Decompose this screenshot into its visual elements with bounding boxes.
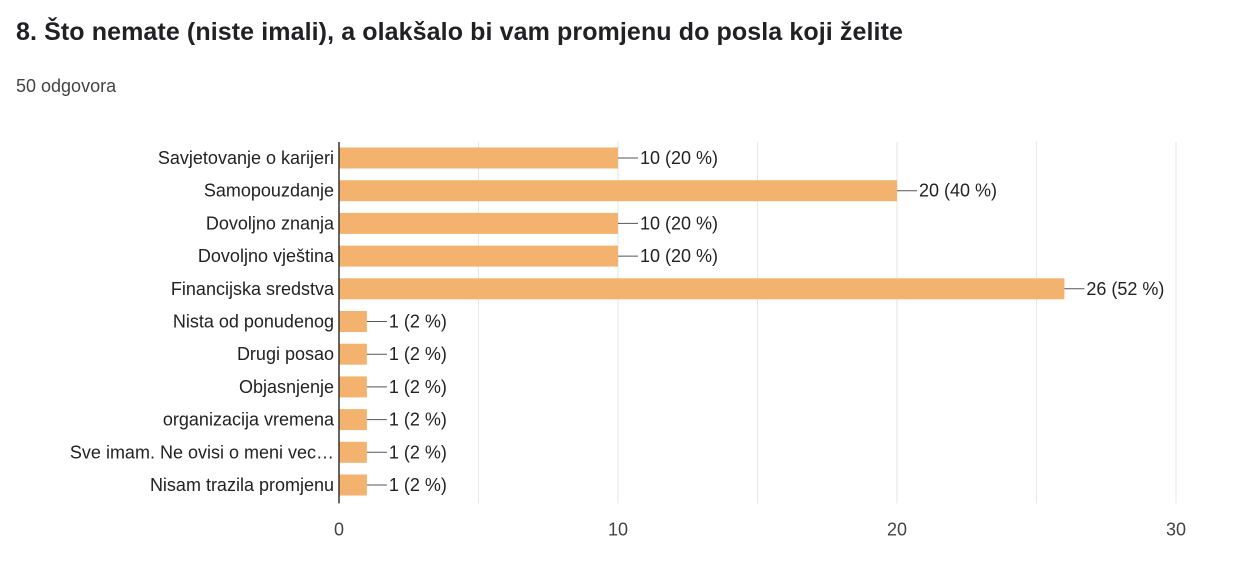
bar: [339, 212, 618, 234]
bar: [339, 409, 367, 431]
bar: [339, 147, 618, 169]
x-tick-label: 0: [334, 519, 344, 539]
bar: [339, 474, 367, 496]
x-tick-label: 30: [1166, 519, 1186, 539]
category-label: Nisam trazila promjenu: [150, 475, 334, 495]
x-axis-ticks: 0 10 20 30: [334, 519, 1186, 539]
category-labels: Savjetovanje o karijeri Samopouzdanje Dovo…: [70, 148, 335, 495]
bars: [339, 147, 1065, 496]
grid-lines: [478, 142, 1177, 504]
category-label: Dovoljno znanja: [206, 213, 335, 233]
category-label: Nista od ponudenog: [173, 312, 334, 332]
x-tick-label: 10: [608, 519, 628, 539]
data-label: 1 (2 %): [389, 442, 447, 462]
data-label: 26 (52 %): [1086, 279, 1164, 299]
category-label: Objasnjenje: [239, 377, 334, 397]
category-label: Drugi posao: [237, 344, 334, 364]
data-label: 20 (40 %): [919, 181, 997, 201]
question-title: 8. Što nemate (niste imali), a olakšalo …: [16, 18, 903, 46]
data-label: 10 (20 %): [640, 213, 718, 233]
leader-lines: [366, 157, 1085, 486]
category-label: Financijska sredstva: [171, 279, 335, 299]
bar: [339, 311, 367, 332]
category-label: Savjetovanje o karijeri: [158, 148, 334, 168]
bar: [339, 376, 367, 398]
data-label: 1 (2 %): [389, 312, 447, 332]
data-label: 1 (2 %): [389, 410, 447, 430]
bar: [339, 441, 367, 463]
bar: [339, 278, 1065, 300]
category-label: Dovoljno vještina: [198, 246, 335, 266]
bar: [339, 343, 367, 365]
data-label: 1 (2 %): [389, 475, 447, 495]
response-count: 50 odgovora: [16, 76, 117, 96]
category-label: organizacija vremena: [163, 410, 335, 430]
data-label: 1 (2 %): [389, 377, 447, 397]
x-tick-label: 20: [887, 519, 907, 539]
category-label: Sve imam. Ne ovisi o meni vec…: [70, 442, 334, 462]
category-label: Samopouzdanje: [204, 181, 334, 201]
data-label: 10 (20 %): [640, 246, 718, 266]
bar: [339, 180, 897, 202]
bar: [339, 245, 618, 267]
data-label: 1 (2 %): [389, 344, 447, 364]
data-labels: 10 (20 %) 20 (40 %) 10 (20 %) 10 (20 %) 26 (…: [389, 148, 1165, 495]
data-label: 10 (20 %): [640, 148, 718, 168]
